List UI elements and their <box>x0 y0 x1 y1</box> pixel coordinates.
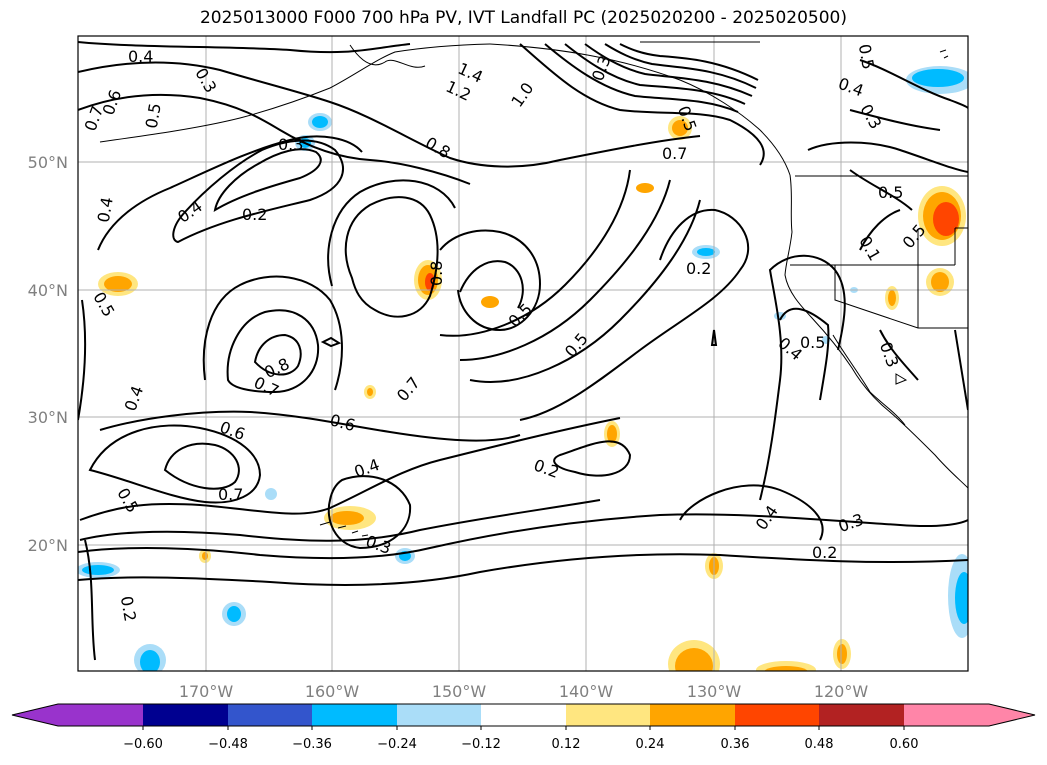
contour-label: 0.5 <box>142 102 165 130</box>
contour-label: 0.2 <box>242 205 267 224</box>
latitude-labels: 50°N 40°N 30°N 20°N <box>28 153 68 555</box>
colorbar-segment <box>481 704 566 726</box>
pv-contours <box>78 41 968 661</box>
contour-label: 0.3 <box>278 135 303 154</box>
colorbar-segment <box>819 704 904 726</box>
contour-label: 0.2 <box>812 543 837 562</box>
contour-label: 0.4 <box>128 47 153 66</box>
lon-label: 170°W <box>179 682 234 701</box>
contour-label: 0.5 <box>878 183 903 202</box>
colorbar-segment <box>650 704 735 726</box>
colorbar-segment <box>397 704 481 726</box>
colorbar-tick-label: 0.48 <box>805 737 834 752</box>
colorbar-tick-label: 0.24 <box>636 737 665 752</box>
contour-label: 0.7 <box>662 144 687 163</box>
contour-label: 0.5 <box>855 43 878 71</box>
lat-label: 50°N <box>28 153 68 172</box>
colorbar-segment <box>143 704 228 726</box>
colorbar-segment <box>904 704 989 726</box>
colorbar-segment <box>58 704 143 726</box>
colorbar-tick-label: 0.12 <box>552 737 581 752</box>
map-plot-area: 0.4 0.3 1.4 1.2 1.0 0.3 0.5 0.4 0.3 0.7 … <box>78 36 968 671</box>
shaded-anomaly-patches <box>78 66 968 671</box>
lat-label: 40°N <box>28 281 68 300</box>
colorbar-segment <box>312 704 397 726</box>
colorbar-segment <box>735 704 819 726</box>
colorbar-segment <box>228 704 312 726</box>
map-frame <box>77 35 969 672</box>
map-title: 2025013000 F000 700 hPa PV, IVT Landfall… <box>199 8 847 28</box>
colorbar-segment <box>566 704 650 726</box>
colorbar-tick-label: −0.36 <box>292 737 332 752</box>
colorbar-extend-low <box>12 704 58 726</box>
lat-label: 20°N <box>28 536 68 555</box>
colorbar-tick-label: 0.36 <box>721 737 750 752</box>
lon-label: 130°W <box>687 682 742 701</box>
colorbar-tick-label: 0.60 <box>890 737 919 752</box>
colorbar-tick-label: −0.60 <box>123 737 163 752</box>
colorbar-ticks <box>142 726 905 730</box>
colorbar-tick-label: −0.48 <box>208 737 248 752</box>
longitude-labels: 170°W 160°W 150°W 140°W 130°W 120°W <box>179 682 869 701</box>
lon-label: 140°W <box>559 682 614 701</box>
colorbar: −0.60 −0.48 −0.36 −0.24 −0.12 0.12 0.24 … <box>11 703 1036 752</box>
contour-label: 0.4 <box>94 196 117 224</box>
colorbar-outline <box>11 703 1036 727</box>
lon-label: 120°W <box>814 682 869 701</box>
contour-label: 0.5 <box>800 333 825 352</box>
contour-label: 0.2 <box>117 595 140 623</box>
colorbar-tick-label: −0.12 <box>461 737 501 752</box>
contour-label: 0.2 <box>686 259 711 278</box>
colorbar-tick-label: −0.24 <box>377 737 417 752</box>
lon-label: 150°W <box>432 682 487 701</box>
lat-label: 30°N <box>28 408 68 427</box>
lon-label: 160°W <box>305 682 360 701</box>
colorbar-extend-high <box>989 704 1035 726</box>
contour-label: 0.8 <box>427 261 446 286</box>
contour-label: 0.7 <box>218 485 243 504</box>
coastlines <box>99 41 968 537</box>
